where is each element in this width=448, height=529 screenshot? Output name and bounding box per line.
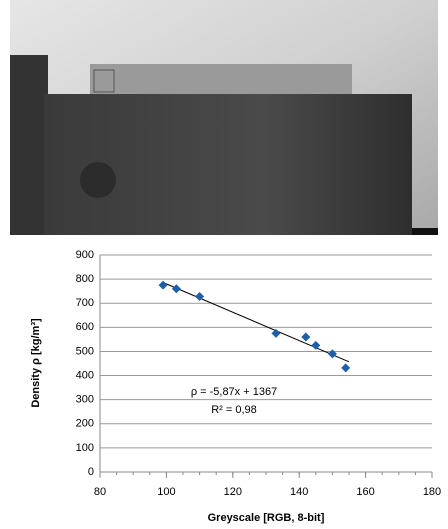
chart: Density ρ [kg/m³] Greyscale [RGB, 8-bit]… [30,318,325,524]
xray-photo [10,0,438,235]
x-tick-label: 100 [157,486,175,498]
data-point [328,349,337,358]
x-tick-label: 80 [94,486,106,498]
x-tick-label: 140 [290,486,308,498]
y-tick-label: 800 [76,273,94,285]
y-tick-label: 600 [76,321,94,333]
data-point [159,281,168,290]
data-point [341,363,350,372]
y-tick-label: 500 [76,345,94,357]
y-tick-label: 300 [76,394,94,406]
trendline [163,282,349,361]
y-tick-label: 900 [76,249,94,261]
page: Density ρ [kg/m³] Greyscale [RGB, 8-bit]… [0,0,448,529]
x-axis-label: Greyscale [RGB, 8-bit] [208,512,325,524]
x-tick-label: 180 [423,486,441,498]
equation: ρ = -5,87x + 1367 [191,386,277,398]
data-point [301,332,310,341]
y-tick-label: 700 [76,297,94,309]
x-tick-label: 160 [356,486,374,498]
r-squared: R² = 0,98 [211,404,257,416]
y-tick-label: 400 [76,369,94,381]
y-tick-label: 200 [76,418,94,430]
y-tick-label: 100 [76,442,94,454]
y-tick-label: 0 [88,466,94,478]
data-point [172,284,181,293]
x-tick-label: 120 [224,486,242,498]
y-axis-label: Density ρ [kg/m³] [30,318,42,408]
data-point [271,329,280,338]
